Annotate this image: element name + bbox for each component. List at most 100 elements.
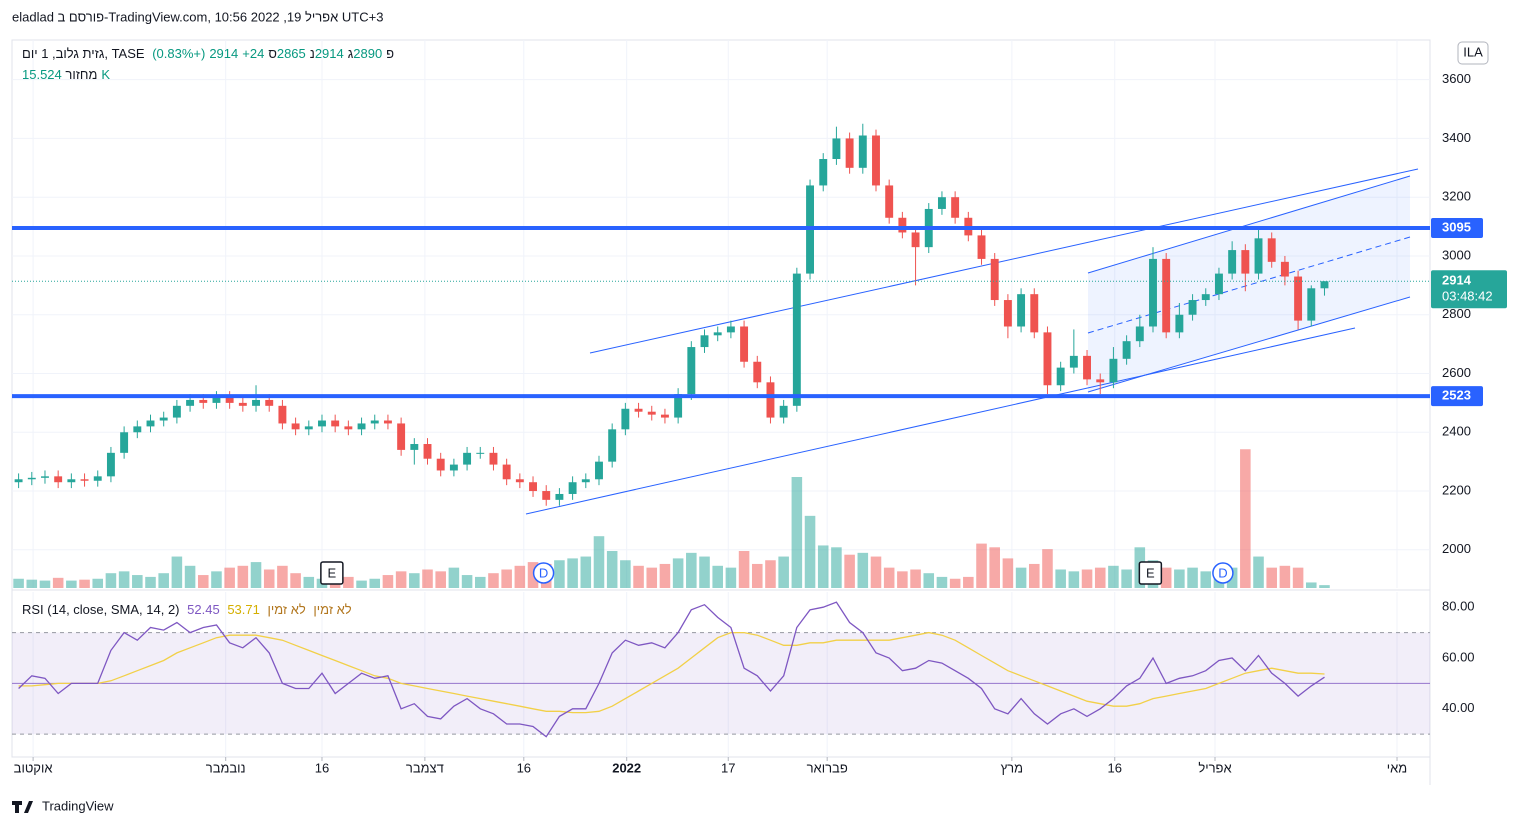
candle-body	[568, 482, 577, 494]
volume-bar	[817, 545, 829, 588]
volume-bar	[949, 578, 961, 588]
volume-bar	[686, 552, 697, 588]
hline-label-box	[1431, 386, 1483, 407]
hline-label: 2523	[1442, 388, 1471, 403]
volume-bar	[488, 573, 499, 588]
y-tick-label: 3600	[1442, 71, 1471, 86]
brand: TradingView	[42, 798, 114, 813]
candle-body	[1096, 379, 1105, 383]
symbol: גזית גלוב, 1 יום, TASE	[22, 46, 145, 61]
volume-bar	[1068, 571, 1080, 588]
x-tick-label: אפריל	[1198, 760, 1231, 775]
candle-body	[700, 335, 709, 348]
volume-bar	[725, 567, 737, 588]
candle-body	[898, 217, 907, 233]
candle-body	[621, 408, 630, 430]
candle-body	[436, 458, 445, 471]
hline-label-box	[1431, 218, 1483, 239]
volume-bar	[356, 580, 367, 588]
volume-bar	[883, 567, 895, 588]
volume-bar	[910, 569, 921, 588]
candle-body	[885, 185, 894, 218]
logo: TradingView	[12, 798, 114, 813]
candle-body	[1188, 300, 1197, 315]
channel-upper	[1087, 175, 1411, 274]
y-tick-label: 3400	[1442, 130, 1471, 145]
candle-body	[1083, 355, 1091, 380]
volume-bar	[448, 567, 460, 588]
candle-body	[779, 405, 788, 418]
candle-body	[291, 423, 300, 430]
volume-bar	[211, 571, 222, 588]
candle-body	[146, 420, 155, 427]
x-tick-label: 16	[1108, 760, 1122, 775]
ohlc-value: 2865	[276, 46, 306, 61]
volume-bar	[672, 558, 684, 588]
candle-body	[687, 347, 696, 395]
volume-value: 15.524K	[22, 67, 111, 82]
volume-bar	[778, 556, 789, 588]
candle-body	[858, 135, 867, 168]
event-marker	[532, 562, 555, 584]
candle-body	[304, 426, 313, 430]
x-tick-label: 2022	[612, 760, 641, 775]
volume-bar	[554, 560, 565, 588]
candle-body	[14, 479, 23, 483]
volume-bar	[92, 578, 104, 588]
candle-body	[581, 479, 590, 483]
candle-body	[67, 479, 76, 483]
candle-body	[225, 397, 234, 403]
volume-bar	[963, 576, 974, 588]
volume-bar	[343, 576, 354, 588]
volume-bar	[277, 565, 288, 588]
candle-body	[1294, 276, 1303, 321]
event-marker	[320, 561, 344, 585]
candle-body	[977, 235, 986, 259]
volume-bar	[1200, 571, 1212, 588]
volume-bar	[1081, 569, 1093, 588]
volume-bar	[197, 575, 209, 588]
candle-body	[383, 420, 392, 424]
volume-title: מחזור	[65, 67, 98, 82]
candle-body	[647, 411, 656, 415]
candle-body	[1214, 273, 1223, 295]
volume-bar	[1121, 569, 1132, 588]
volume-bar	[409, 573, 420, 588]
volume-bar	[791, 477, 803, 588]
volume-bar	[1015, 567, 1027, 588]
event-marker	[1138, 561, 1163, 585]
volume-bar	[712, 565, 723, 588]
candle-body	[410, 444, 419, 450]
candle-body	[449, 464, 458, 471]
volume-bar	[1319, 585, 1330, 588]
volume-bar	[250, 562, 262, 588]
volume-bar	[132, 575, 143, 588]
volume-bar	[395, 571, 407, 588]
y-tick-label: 80.00	[1442, 599, 1475, 614]
candle-body	[331, 420, 340, 427]
candle-body	[106, 452, 115, 477]
candle-body	[318, 420, 326, 427]
volume-bar	[1187, 567, 1198, 588]
candle-body	[555, 493, 564, 500]
event-label: E	[328, 565, 337, 580]
candle-body	[1307, 288, 1316, 321]
y-tick-label: 2600	[1442, 365, 1471, 380]
candle-body	[845, 138, 854, 168]
volume-legend: מחזור 15.524K	[22, 67, 114, 82]
volume-bar	[923, 573, 935, 588]
volume-bar	[831, 547, 842, 588]
volume-bar	[1055, 569, 1066, 588]
y-tick-label: 2800	[1442, 306, 1471, 321]
candle-body	[608, 429, 617, 462]
candle-body	[133, 426, 142, 433]
volume-bar	[39, 580, 51, 588]
volume-bar	[382, 575, 394, 588]
volume-bar	[1266, 567, 1277, 588]
volume-bar	[857, 552, 869, 588]
volume-bar	[461, 575, 473, 588]
volume-bar	[633, 565, 644, 588]
candle-body	[265, 399, 274, 406]
volume-bar	[1160, 567, 1172, 588]
trend-line	[589, 168, 1419, 354]
